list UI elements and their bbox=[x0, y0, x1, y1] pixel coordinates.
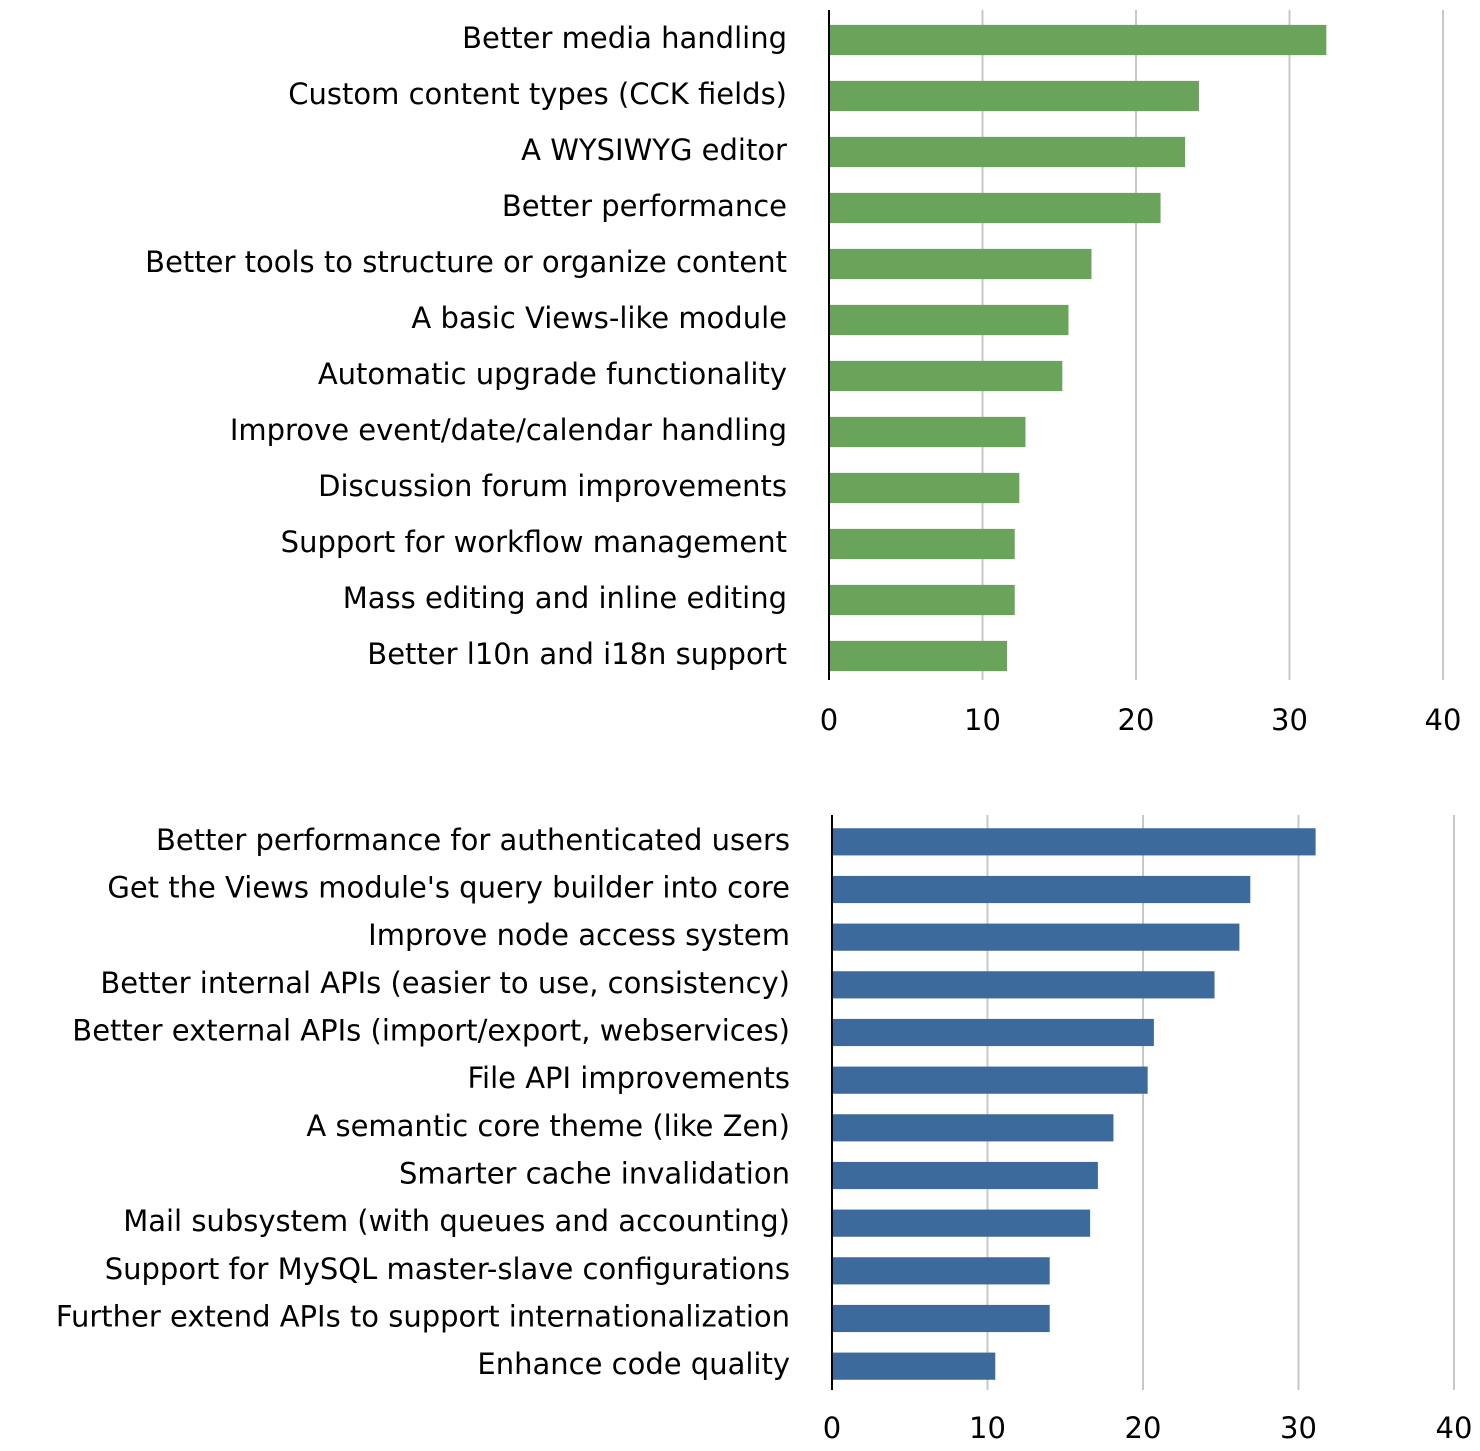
x-tick-label: 30 bbox=[1280, 1411, 1317, 1445]
y-tick-label: Automatic upgrade functionality bbox=[318, 357, 787, 391]
y-tick-label: A basic Views-like module bbox=[411, 301, 787, 335]
y-tick-label: Better performance bbox=[502, 189, 787, 223]
bar bbox=[832, 923, 1240, 951]
x-tick-label: 0 bbox=[823, 1411, 841, 1445]
y-tick-label: Custom content types (CCK fields) bbox=[288, 77, 787, 111]
x-tick-label: 0 bbox=[820, 703, 838, 737]
bar bbox=[832, 1352, 996, 1380]
y-tick-label: Mail subsystem (with queues and accounti… bbox=[123, 1204, 790, 1238]
bar bbox=[829, 528, 1015, 560]
y-tick-label: Support for workflow management bbox=[281, 525, 787, 559]
y-tick-label: Better internal APIs (easier to use, con… bbox=[100, 966, 790, 1000]
bar bbox=[832, 875, 1251, 904]
y-tick-label: Discussion forum improvements bbox=[318, 469, 787, 503]
bar bbox=[832, 971, 1215, 999]
bar bbox=[829, 136, 1186, 168]
bar bbox=[832, 1209, 1091, 1237]
y-tick-label: Smarter cache invalidation bbox=[399, 1157, 790, 1191]
y-tick-label: Enhance code quality bbox=[477, 1347, 790, 1381]
x-tick-label: 10 bbox=[964, 703, 1001, 737]
x-tick-label: 10 bbox=[969, 1411, 1006, 1445]
y-tick-label: Further extend APIs to support internati… bbox=[56, 1300, 790, 1334]
y-tick-label: Better media handling bbox=[462, 21, 787, 55]
bar bbox=[832, 828, 1316, 856]
x-tick-label: 20 bbox=[1118, 703, 1155, 737]
y-tick-label: Get the Views module's query builder int… bbox=[107, 871, 790, 905]
y-tick-label: A WYSIWYG editor bbox=[521, 133, 787, 167]
y-tick-label: Better performance for authenticated use… bbox=[156, 823, 790, 857]
bar bbox=[829, 416, 1026, 448]
bar bbox=[832, 1018, 1154, 1047]
bar bbox=[829, 248, 1092, 280]
bar bbox=[829, 584, 1015, 616]
y-tick-label: Support for MySQL master-slave configura… bbox=[105, 1252, 790, 1286]
bar bbox=[829, 192, 1161, 224]
y-tick-label: Mass editing and inline editing bbox=[343, 581, 787, 615]
y-tick-label: Better l10n and i18n support bbox=[367, 637, 787, 671]
y-tick-label: Improve event/date/calendar handling bbox=[230, 413, 787, 447]
x-tick-label: 40 bbox=[1425, 703, 1462, 737]
y-tick-label: File API improvements bbox=[467, 1061, 790, 1095]
y-tick-label: Better tools to structure or organize co… bbox=[145, 245, 787, 279]
bar bbox=[829, 472, 1020, 504]
bar bbox=[829, 80, 1199, 112]
bar bbox=[829, 24, 1327, 56]
bar bbox=[832, 1066, 1148, 1094]
x-tick-label: 20 bbox=[1125, 1411, 1162, 1445]
bar bbox=[832, 1257, 1050, 1285]
x-tick-label: 40 bbox=[1436, 1411, 1473, 1445]
bar bbox=[829, 304, 1069, 336]
bar bbox=[832, 1304, 1050, 1333]
y-tick-label: A semantic core theme (like Zen) bbox=[306, 1109, 790, 1143]
bar bbox=[832, 1161, 1098, 1190]
y-tick-label: Better external APIs (import/export, web… bbox=[72, 1014, 790, 1048]
bar bbox=[829, 360, 1063, 392]
x-tick-label: 30 bbox=[1271, 703, 1308, 737]
bar bbox=[832, 1114, 1114, 1142]
bar bbox=[829, 640, 1008, 672]
y-tick-label: Improve node access system bbox=[368, 918, 790, 952]
